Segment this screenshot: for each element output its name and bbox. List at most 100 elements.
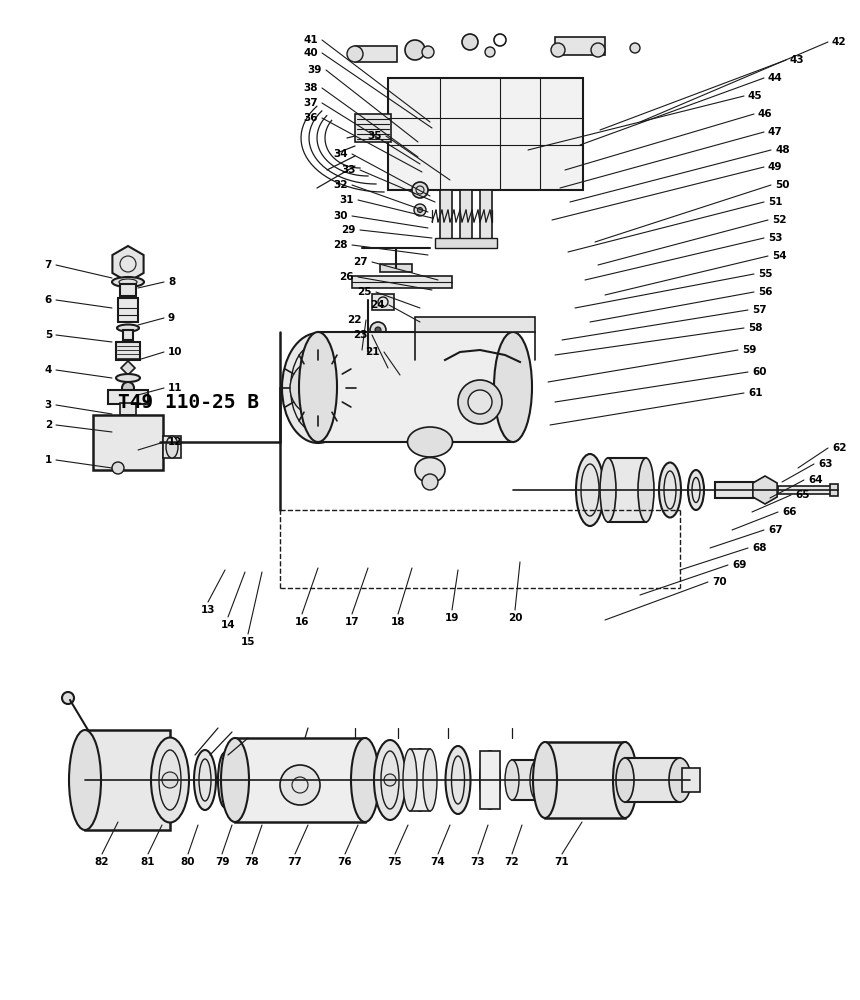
Ellipse shape (117, 324, 139, 332)
Circle shape (405, 40, 425, 60)
Text: 48: 48 (775, 145, 789, 155)
Ellipse shape (613, 742, 637, 818)
Bar (388, 78, 583, 190)
Text: 78: 78 (245, 857, 260, 867)
Text: 18: 18 (390, 617, 405, 627)
Circle shape (280, 765, 320, 805)
Ellipse shape (69, 730, 101, 830)
Text: 43: 43 (790, 55, 805, 65)
Bar (355, 46, 397, 62)
Text: 42: 42 (832, 37, 846, 47)
Ellipse shape (299, 332, 337, 442)
Bar (715, 482, 760, 498)
Text: 38: 38 (304, 83, 318, 93)
Ellipse shape (480, 751, 500, 809)
Ellipse shape (112, 277, 144, 287)
Bar (116, 342, 140, 360)
Text: 79: 79 (215, 857, 230, 867)
Text: 5: 5 (45, 330, 52, 340)
Text: 21: 21 (366, 347, 380, 357)
Bar (512, 760, 537, 800)
Text: 57: 57 (752, 305, 766, 315)
Circle shape (422, 46, 434, 58)
Circle shape (630, 43, 640, 53)
Text: 40: 40 (304, 48, 318, 58)
Text: 36: 36 (304, 113, 318, 123)
Text: 34: 34 (334, 149, 348, 159)
Text: 63: 63 (818, 459, 832, 469)
Text: 44: 44 (768, 73, 783, 83)
Text: 76: 76 (338, 857, 353, 867)
Bar (625, 758, 680, 802)
Text: 9: 9 (168, 313, 175, 323)
Text: 8: 8 (168, 277, 175, 287)
Bar (380, 264, 412, 272)
Text: 37: 37 (304, 98, 318, 108)
Bar (123, 330, 133, 340)
Bar (108, 390, 148, 404)
Bar (415, 317, 535, 332)
Bar (830, 484, 838, 496)
Text: 24: 24 (371, 300, 385, 310)
Circle shape (290, 360, 346, 416)
Text: 65: 65 (795, 490, 809, 500)
Ellipse shape (576, 454, 604, 526)
Text: 6: 6 (45, 295, 52, 305)
Text: 25: 25 (358, 287, 372, 297)
Text: 7: 7 (45, 260, 52, 270)
Text: 3: 3 (45, 400, 52, 410)
Text: 60: 60 (752, 367, 766, 377)
Ellipse shape (600, 458, 616, 522)
Text: 58: 58 (748, 323, 763, 333)
Text: 69: 69 (732, 560, 746, 570)
Text: 15: 15 (241, 637, 255, 647)
Ellipse shape (408, 427, 452, 457)
Circle shape (362, 349, 374, 361)
Text: 66: 66 (782, 507, 796, 517)
Text: 31: 31 (340, 195, 354, 205)
Ellipse shape (669, 758, 691, 802)
Bar (410, 749, 430, 811)
Ellipse shape (616, 758, 634, 802)
Text: 11: 11 (168, 383, 182, 393)
Text: 54: 54 (772, 251, 787, 261)
Bar (435, 238, 497, 248)
Text: 10: 10 (168, 347, 182, 357)
Ellipse shape (282, 333, 354, 443)
Text: 72: 72 (505, 857, 519, 867)
Circle shape (384, 774, 396, 786)
Bar (778, 486, 833, 494)
Bar (460, 190, 472, 240)
Text: 28: 28 (334, 240, 348, 250)
Text: 2: 2 (45, 420, 52, 430)
Bar (85, 730, 170, 830)
Text: 19: 19 (445, 613, 459, 623)
Bar (120, 284, 136, 296)
Ellipse shape (638, 458, 654, 522)
Text: 62: 62 (832, 443, 846, 453)
Bar (352, 276, 452, 288)
Text: 71: 71 (555, 857, 569, 867)
Ellipse shape (221, 738, 249, 822)
Text: 30: 30 (334, 211, 348, 221)
Bar (118, 298, 138, 322)
Text: 20: 20 (507, 613, 522, 623)
Text: 26: 26 (340, 272, 354, 282)
Ellipse shape (194, 750, 216, 810)
Bar (163, 436, 181, 458)
Ellipse shape (415, 458, 445, 483)
Circle shape (468, 390, 492, 414)
Circle shape (551, 43, 565, 57)
Circle shape (414, 204, 426, 216)
Ellipse shape (166, 436, 178, 458)
Text: 55: 55 (758, 269, 772, 279)
Circle shape (422, 474, 438, 490)
Text: 41: 41 (304, 35, 318, 45)
Bar (318, 332, 513, 442)
Text: 74: 74 (431, 857, 445, 867)
Circle shape (417, 208, 422, 213)
Ellipse shape (530, 760, 544, 800)
Text: 52: 52 (772, 215, 787, 225)
Bar (372, 294, 394, 310)
Text: 64: 64 (808, 475, 823, 485)
